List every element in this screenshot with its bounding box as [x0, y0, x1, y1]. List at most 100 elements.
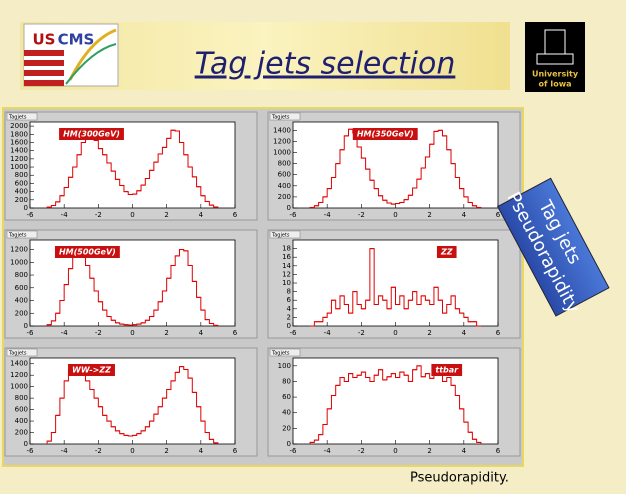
x-tick-label: -6	[290, 447, 298, 455]
panel-tab	[6, 348, 38, 357]
x-tick-label: 0	[130, 447, 134, 455]
panel-tab-label: Tagjets	[271, 114, 290, 120]
x-tick-label: -2	[358, 211, 365, 219]
histogram-panel: Tagjets 0 200 400 600 800 1000 1200 -6 -4 -2 0 2 4 6 HM…	[4, 229, 258, 339]
x-tick-label: 6	[233, 329, 238, 337]
footer-text: Pseudorapidity.	[410, 471, 509, 486]
plot-area	[292, 357, 499, 445]
histogram-panel: Tagjets 0 200 400 600 800 1000 1200 1400 -6 -4 -2 0 2…	[4, 347, 258, 457]
x-tick-label: 4	[462, 447, 467, 455]
y-tick-label: 1400	[10, 147, 28, 155]
x-tick-label: 2	[164, 329, 168, 337]
y-tick-label: 1200	[273, 137, 291, 145]
y-tick-label: 40	[282, 409, 291, 417]
annotation: HM(300GeV)	[63, 130, 120, 139]
x-tick-label: 6	[496, 447, 501, 455]
y-tick-label: 0	[287, 440, 291, 448]
y-tick-label: 200	[15, 429, 28, 437]
x-tick-label: -4	[324, 329, 332, 337]
y-tick-label: 600	[15, 284, 28, 292]
plot-area	[292, 239, 499, 327]
y-tick-label: 1800	[10, 130, 28, 138]
x-tick-label: 2	[427, 211, 431, 219]
y-tick-label: 1600	[10, 138, 28, 146]
histogram-outline	[309, 128, 482, 208]
histogram-panel: Tagjets 0 200 400 600 800 1000 1200 1400 -6 -4 -2 0 2…	[267, 111, 521, 221]
y-tick-label: 200	[15, 309, 28, 317]
y-tick-label: 1200	[10, 371, 28, 379]
y-tick-label: 0	[24, 440, 28, 448]
y-tick-label: 400	[278, 182, 291, 190]
y-tick-label: 0	[24, 204, 28, 212]
y-tick-label: 1200	[10, 155, 28, 163]
y-tick-label: 0	[24, 322, 28, 330]
x-tick-label: 6	[233, 211, 238, 219]
charts: Tagjets020040060080010001200140016001800…	[4, 111, 521, 457]
panel-tab	[269, 230, 301, 239]
x-tick-label: -4	[61, 329, 69, 337]
y-tick-label: 0	[287, 204, 291, 212]
x-tick-label: -6	[27, 329, 35, 337]
x-tick-label: 4	[199, 211, 204, 219]
x-tick-label: 0	[130, 211, 134, 219]
y-tick-label: 400	[15, 417, 28, 425]
y-tick-label: 60	[282, 393, 291, 401]
x-tick-label: -4	[324, 211, 332, 219]
annotation: WW->ZZ	[72, 366, 111, 375]
x-tick-label: -2	[95, 211, 102, 219]
panel-tab	[269, 112, 301, 121]
x-tick-label: 4	[199, 329, 204, 337]
x-tick-label: 2	[427, 447, 431, 455]
annotation: HM(500GeV)	[59, 248, 116, 257]
histogram-outline	[310, 248, 481, 327]
panel-tab-label: Tagjets	[271, 350, 290, 356]
y-tick-label: 400	[15, 297, 28, 305]
plot-area	[29, 357, 236, 445]
y-tick-label: 600	[278, 171, 291, 179]
x-tick-label: 4	[462, 329, 467, 337]
histogram-panel: Tagjets 0 20 40 60 80 100 -6 -4 -2 0 2 4 6 ttbar	[267, 347, 521, 457]
y-tick-label: 12	[282, 270, 291, 278]
histogram-outline	[309, 365, 482, 444]
histogram-panel: Tagjets020040060080010001200140016001800…	[4, 111, 258, 221]
y-tick-label: 800	[15, 171, 28, 179]
y-tick-label: 80	[282, 377, 291, 385]
x-tick-label: -4	[61, 211, 69, 219]
annotation-box	[54, 246, 120, 258]
annotation-box	[431, 364, 463, 376]
x-tick-label: -6	[27, 211, 35, 219]
y-tick-label: 400	[15, 188, 28, 196]
annotation-box	[436, 246, 457, 258]
x-tick-label: -2	[95, 447, 102, 455]
annotation: ttbar	[435, 366, 459, 375]
x-tick-label: 2	[164, 211, 168, 219]
logo-left: US CMS	[23, 23, 119, 87]
y-tick-label: 1400	[273, 126, 291, 134]
y-tick-label: 800	[15, 394, 28, 402]
x-tick-label: 0	[393, 329, 397, 337]
y-tick-label: 16	[282, 253, 291, 261]
y-tick-label: 0	[287, 322, 291, 330]
y-tick-label: 100	[278, 362, 291, 370]
x-tick-label: -2	[358, 329, 365, 337]
panel-tab-label: Tagjets	[271, 232, 290, 238]
y-tick-label: 20	[282, 424, 291, 432]
y-tick-label: 600	[15, 179, 28, 187]
x-tick-label: 0	[393, 211, 397, 219]
y-tick-label: 1400	[10, 360, 28, 368]
y-tick-label: 1200	[10, 246, 28, 254]
annotation: ZZ	[440, 248, 453, 257]
y-tick-label: 800	[15, 271, 28, 279]
x-tick-label: -2	[358, 447, 365, 455]
panel-tab	[6, 230, 38, 239]
x-tick-label: 0	[130, 329, 134, 337]
panel-tab-label: Tagjets	[8, 350, 27, 356]
x-tick-label: -6	[290, 329, 298, 337]
y-tick-label: 1000	[273, 149, 291, 157]
y-tick-label: 6	[287, 296, 292, 304]
x-tick-label: 6	[496, 211, 501, 219]
logo-text: CMS	[58, 31, 95, 49]
x-tick-label: -6	[27, 447, 35, 455]
